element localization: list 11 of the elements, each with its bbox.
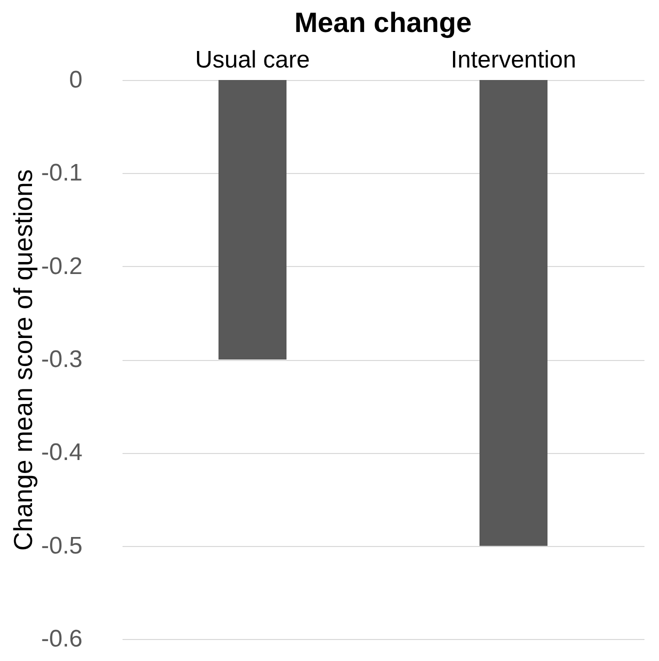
y-tick-label: -0.1 <box>41 160 82 187</box>
x-tick-label: Usual care <box>195 46 310 74</box>
x-tick-label: Intervention <box>450 46 576 74</box>
y-tick-label: 0 <box>69 66 82 94</box>
y-tick-label: -0.3 <box>41 346 82 373</box>
chart-title: Mean change <box>294 7 472 38</box>
y-tick-label: -0.6 <box>41 626 82 652</box>
y-axis-title: Change mean score of questions <box>8 169 38 551</box>
y-tick-label: -0.5 <box>41 532 82 560</box>
y-tick-label: -0.4 <box>41 439 82 466</box>
y-tick-label: -0.2 <box>41 252 82 280</box>
